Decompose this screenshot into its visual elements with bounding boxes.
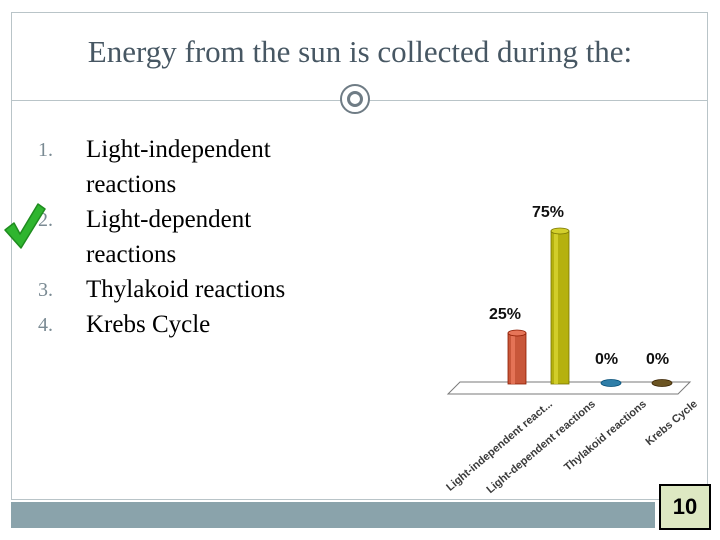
bar-top-1 <box>507 329 527 337</box>
title-circle-icon <box>340 84 370 114</box>
answer-text: Thylakoid reactions <box>86 276 286 303</box>
bar-1 <box>507 332 527 385</box>
bar-3 <box>600 379 622 387</box>
data-label-1: 25% <box>489 306 521 323</box>
answer-text: Light-dependent reactions <box>86 206 252 268</box>
category-label-4: Krebs Cycle <box>643 398 699 448</box>
response-bar-chart: 25%Light-independent react...75%Light-de… <box>444 204 700 496</box>
answer-option-1[interactable]: 1. Light-independent reactions <box>38 132 338 202</box>
answer-number: 3. <box>38 279 53 301</box>
bar-2 <box>550 230 570 385</box>
data-label-2: 75% <box>532 204 564 221</box>
bar-highlight-1 <box>511 333 515 384</box>
answer-text: Light-independent reactions <box>86 136 271 198</box>
slide-title: Energy from the sun is collected during … <box>87 34 633 69</box>
bar-top-2 <box>550 227 570 235</box>
answer-option-4[interactable]: 4. Krebs Cycle <box>38 307 338 342</box>
response-counter: 10 <box>659 484 711 530</box>
answer-text: Krebs Cycle <box>86 311 211 338</box>
bar-4 <box>651 379 673 387</box>
correct-answer-check-icon <box>4 203 46 249</box>
answer-option-3[interactable]: 3. Thylakoid reactions <box>38 272 338 307</box>
answer-number: 1. <box>38 139 53 161</box>
data-label-4: 0% <box>646 351 669 368</box>
category-label-3: Thylakoid reactions <box>562 398 649 474</box>
bar-highlight-2 <box>554 231 558 384</box>
data-label-3: 0% <box>595 351 618 368</box>
answer-option-2[interactable]: 2. Light-dependent reactions <box>38 202 338 272</box>
slide-frame <box>11 12 708 500</box>
answer-list: 1. Light-independent reactions 2. Light-de… <box>38 132 338 342</box>
answer-number: 4. <box>38 314 53 336</box>
bottom-bar <box>11 502 655 528</box>
